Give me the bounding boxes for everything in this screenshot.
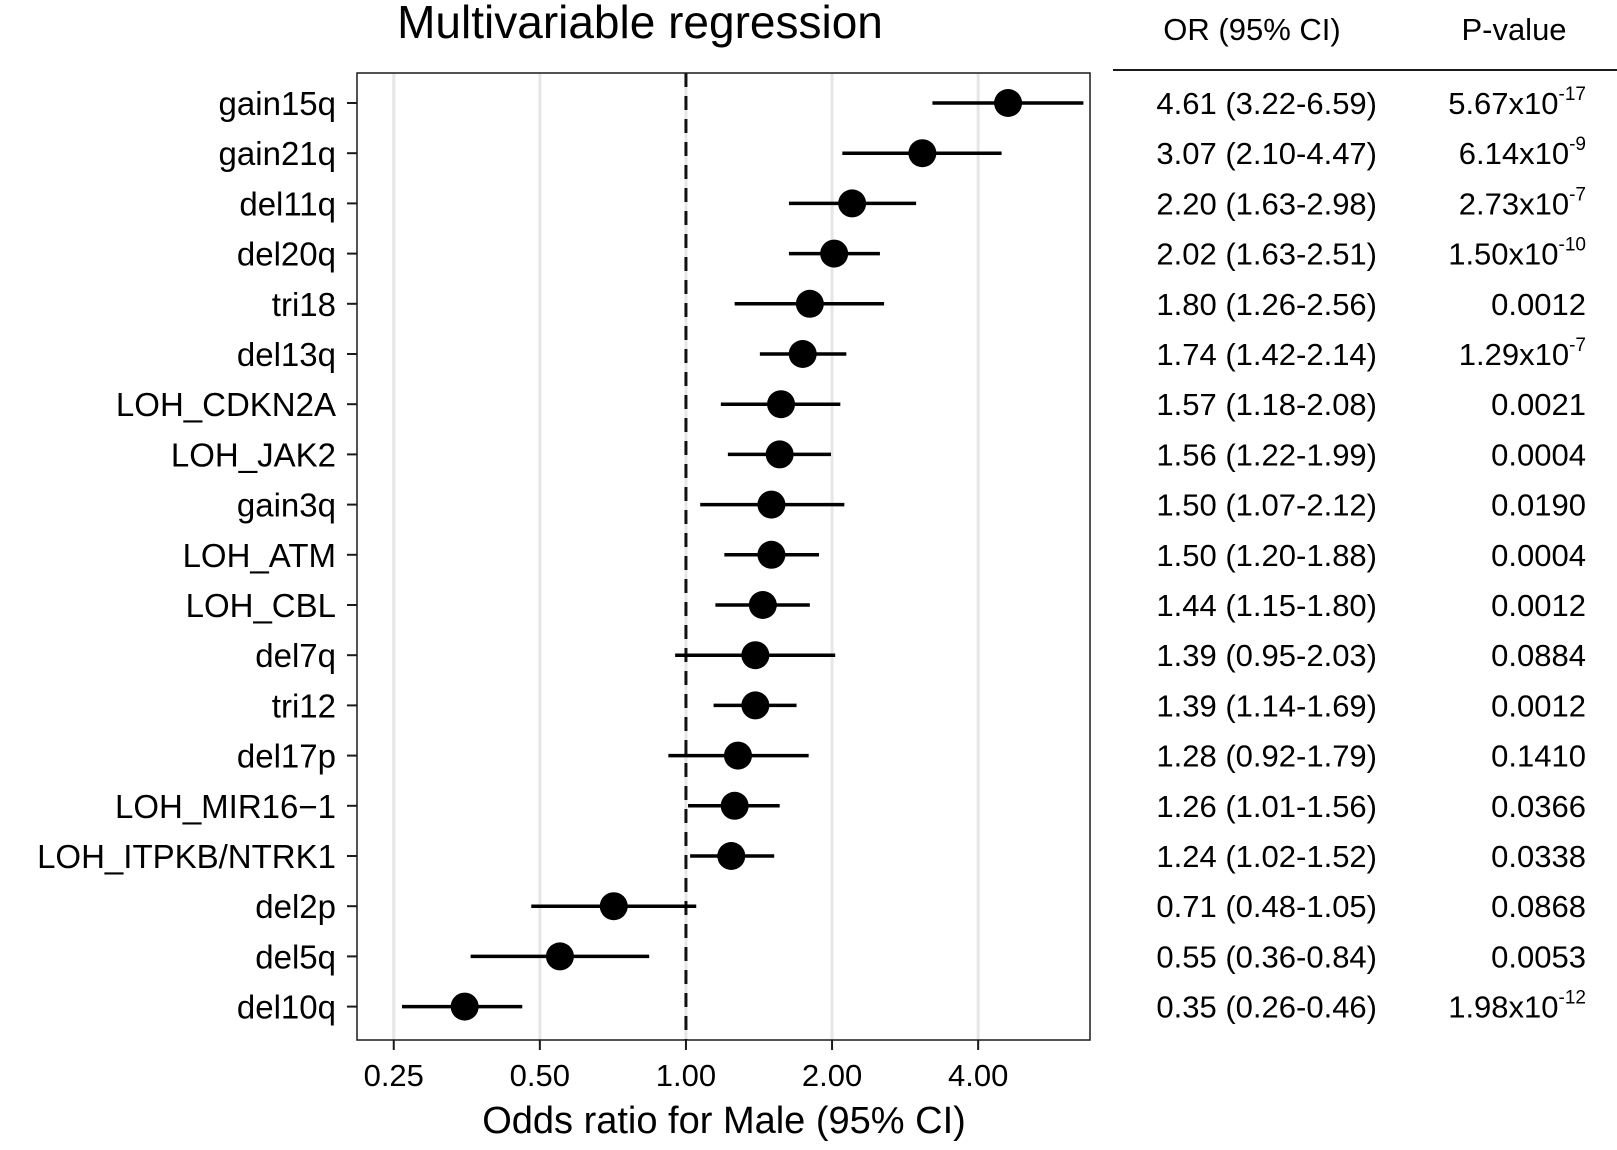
category-label: del2p [255, 888, 336, 925]
p-value: 0.0366 [1491, 789, 1586, 824]
or-point [765, 440, 794, 469]
or-ci-value: 1.44 (1.15-1.80) [1156, 588, 1377, 623]
p-value: 0.0884 [1491, 638, 1586, 673]
category-label: del20q [237, 236, 336, 273]
category-label: tri12 [272, 687, 336, 724]
plot-frame [356, 72, 1091, 1041]
table-header-p-value: P-value [1461, 12, 1566, 47]
or-ci-value: 1.26 (1.01-1.56) [1156, 789, 1377, 824]
or-ci-value: 1.57 (1.18-2.08) [1156, 387, 1377, 422]
or-point [720, 791, 749, 820]
category-label: LOH_CDKN2A [116, 386, 336, 423]
p-value: 1.50x10-10 [1448, 235, 1586, 272]
or-point [741, 641, 770, 670]
p-value: 1.98x10-12 [1448, 988, 1586, 1025]
or-point [741, 691, 770, 720]
or-point [994, 89, 1023, 117]
p-value: 0.0338 [1491, 839, 1586, 874]
or-ci-value: 1.28 (0.92-1.79) [1156, 739, 1377, 774]
p-value: 0.0012 [1491, 688, 1586, 723]
category-label: LOH_ATM [183, 537, 336, 574]
or-point [599, 892, 628, 921]
or-point [788, 340, 817, 368]
p-value: 0.0004 [1491, 437, 1586, 472]
or-point [820, 239, 849, 268]
or-point [908, 139, 937, 168]
category-label: tri18 [272, 286, 336, 323]
category-label: gain3q [237, 487, 336, 524]
p-value: 0.1410 [1491, 739, 1586, 774]
or-point [450, 992, 479, 1021]
p-value: 0.0012 [1491, 287, 1586, 322]
or-point [838, 189, 867, 218]
or-point [717, 842, 746, 870]
p-value: 0.0053 [1491, 939, 1586, 974]
category-label: del17p [237, 738, 336, 775]
p-value: 5.67x10-17 [1448, 84, 1586, 121]
table-header-or-ci: OR (95% CI) [1163, 12, 1340, 47]
or-ci-value: 1.50 (1.20-1.88) [1156, 538, 1377, 573]
or-point [757, 490, 786, 519]
category-label: gain15q [219, 85, 336, 122]
category-label: del11q [239, 185, 336, 222]
x-tick-label: 4.00 [948, 1058, 1008, 1093]
or-point [723, 741, 752, 770]
or-ci-value: 3.07 (2.10-4.47) [1156, 136, 1377, 171]
p-value: 0.0190 [1491, 488, 1586, 523]
category-label: del7q [255, 637, 336, 674]
category-label: LOH_JAK2 [171, 436, 336, 473]
or-ci-value: 1.39 (1.14-1.69) [1156, 688, 1377, 723]
p-value: 6.14x10-9 [1459, 134, 1586, 171]
or-ci-value: 0.55 (0.36-0.84) [1156, 939, 1377, 974]
category-label: gain21q [219, 135, 336, 172]
or-ci-value: 1.80 (1.26-2.56) [1156, 287, 1377, 322]
or-ci-value: 2.20 (1.63-2.98) [1156, 186, 1377, 221]
or-ci-value: 1.50 (1.07-2.12) [1156, 488, 1377, 523]
or-ci-value: 2.02 (1.63-2.51) [1156, 237, 1377, 272]
x-axis-label: Odds ratio for Male (95% CI) [482, 1100, 966, 1142]
p-value: 0.0012 [1491, 588, 1586, 623]
or-point [767, 390, 796, 419]
x-tick-label: 1.00 [656, 1058, 716, 1093]
category-label: del10q [237, 989, 336, 1026]
or-ci-value: 1.74 (1.42-2.14) [1156, 337, 1377, 372]
p-value: 2.73x10-7 [1459, 184, 1586, 221]
or-ci-value: 0.71 (0.48-1.05) [1156, 889, 1377, 924]
category-label: del13q [237, 336, 336, 373]
category-label: LOH_MIR16−1 [115, 788, 336, 825]
or-ci-value: 0.35 (0.26-0.46) [1156, 990, 1377, 1025]
category-label: del5q [255, 938, 336, 975]
or-ci-value: 1.24 (1.02-1.52) [1156, 839, 1377, 874]
or-ci-value: 4.61 (3.22-6.59) [1156, 86, 1377, 121]
or-point [795, 289, 824, 318]
p-value: 0.0004 [1491, 538, 1586, 573]
or-ci-value: 1.56 (1.22-1.99) [1156, 437, 1377, 472]
or-ci-value: 1.39 (0.95-2.03) [1156, 638, 1377, 673]
x-tick-label: 2.00 [802, 1058, 862, 1093]
category-labels: gain15q gain21q del11q del20q tri18 del13q LOH… [37, 85, 357, 1026]
or-point [748, 591, 777, 619]
x-axis: 0.25 0.50 1.00 2.00 4.00 [364, 1040, 1008, 1093]
p-value: 0.0868 [1491, 889, 1586, 924]
or-point [757, 540, 786, 569]
x-tick-label: 0.50 [510, 1058, 570, 1093]
category-label: LOH_CBL [186, 587, 336, 624]
chart-title: Multivariable regression [397, 0, 883, 48]
x-tick-label: 0.25 [364, 1058, 424, 1093]
results-table: 4.61 (3.22-6.59) 5.67x10-17 3.07 (2.10-4.4… [1156, 84, 1586, 1025]
or-point [545, 942, 574, 971]
data-marks [402, 89, 1084, 1021]
p-value: 0.0021 [1491, 387, 1586, 422]
p-value: 1.29x10-7 [1459, 335, 1586, 372]
category-label: LOH_ITPKB/NTRK1 [37, 838, 336, 875]
